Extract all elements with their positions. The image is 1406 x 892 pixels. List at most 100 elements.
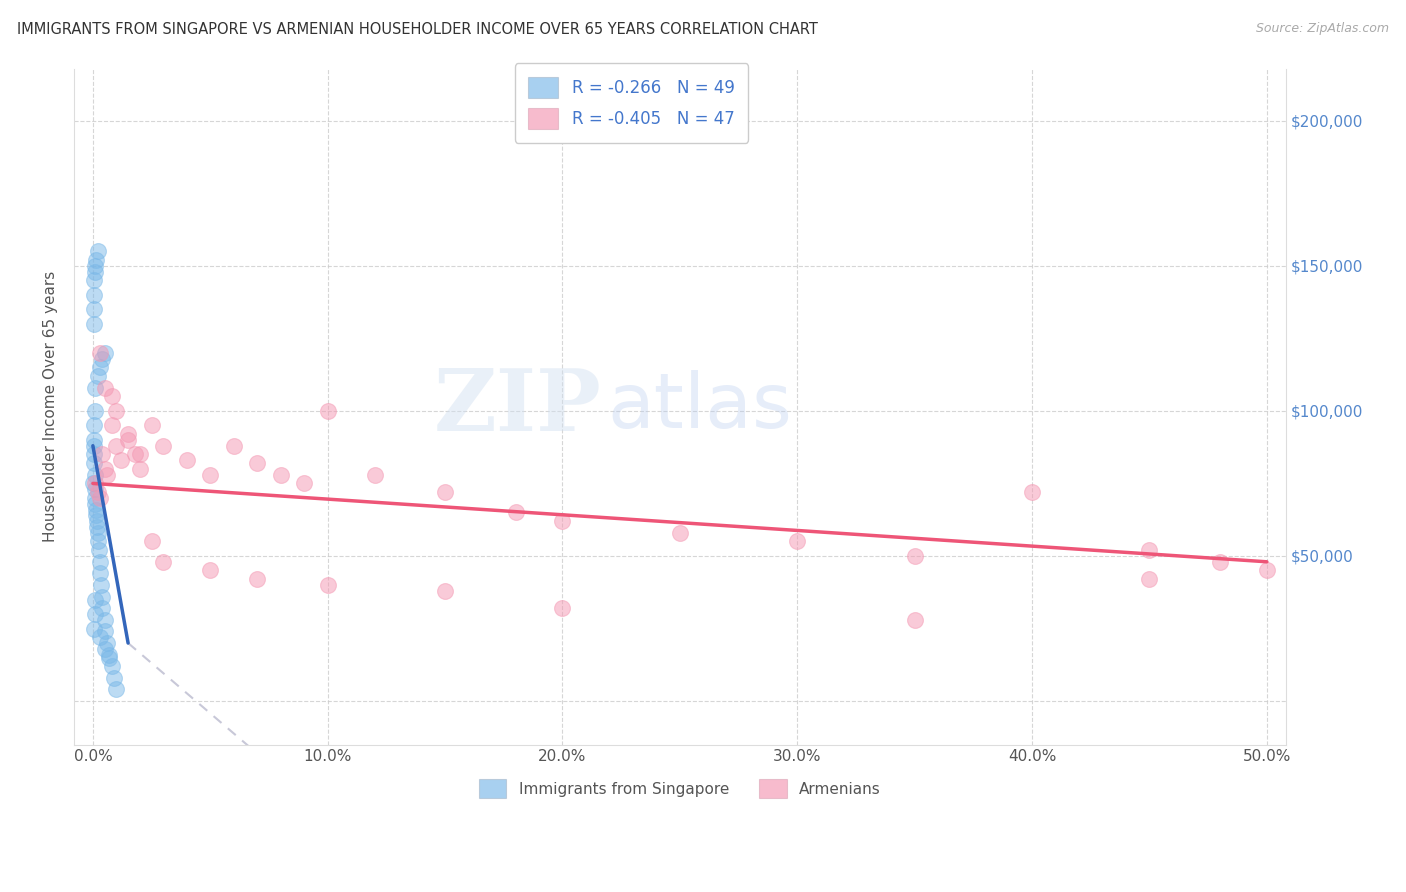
- Point: [96, 636, 118, 650]
- Point: [89, 491, 111, 505]
- Point: [152, 555, 174, 569]
- Point: [83, 592, 105, 607]
- Point: [83, 418, 105, 433]
- Point: [83, 288, 105, 302]
- Point: [87, 534, 110, 549]
- Point: [141, 418, 163, 433]
- Point: [86, 514, 108, 528]
- Point: [93, 624, 115, 639]
- Point: [83, 302, 105, 317]
- Point: [1256, 564, 1278, 578]
- Point: [105, 682, 128, 697]
- Point: [83, 622, 105, 636]
- Point: [141, 534, 163, 549]
- Point: [84, 491, 107, 505]
- Point: [117, 433, 139, 447]
- Point: [83, 467, 105, 482]
- Point: [434, 485, 457, 500]
- Point: [316, 404, 339, 418]
- Point: [100, 659, 122, 673]
- Point: [83, 439, 105, 453]
- Point: [292, 476, 315, 491]
- Point: [110, 453, 132, 467]
- Point: [93, 613, 115, 627]
- Point: [83, 265, 105, 279]
- Point: [86, 253, 108, 268]
- Point: [505, 506, 527, 520]
- Point: [904, 613, 927, 627]
- Point: [904, 549, 927, 563]
- Point: [89, 555, 111, 569]
- Point: [93, 641, 115, 656]
- Point: [100, 389, 122, 403]
- Point: [84, 502, 107, 516]
- Point: [91, 601, 114, 615]
- Point: [86, 485, 108, 500]
- Point: [93, 346, 115, 360]
- Text: IMMIGRANTS FROM SINGAPORE VS ARMENIAN HOUSEHOLDER INCOME OVER 65 YEARS CORRELATI: IMMIGRANTS FROM SINGAPORE VS ARMENIAN HO…: [17, 22, 818, 37]
- Point: [128, 447, 150, 461]
- Point: [1209, 555, 1232, 569]
- Point: [93, 381, 115, 395]
- Point: [128, 462, 150, 476]
- Point: [86, 244, 108, 259]
- Point: [86, 525, 108, 540]
- Point: [105, 404, 128, 418]
- Point: [434, 583, 457, 598]
- Point: [1021, 485, 1043, 500]
- Point: [84, 381, 107, 395]
- Point: [83, 456, 105, 470]
- Text: atlas: atlas: [607, 369, 792, 443]
- Point: [98, 648, 121, 662]
- Point: [152, 439, 174, 453]
- Point: [96, 467, 118, 482]
- Point: [270, 467, 292, 482]
- Point: [89, 630, 111, 644]
- Point: [84, 404, 107, 418]
- Point: [246, 572, 269, 586]
- Point: [91, 351, 114, 366]
- Point: [84, 607, 107, 621]
- Y-axis label: Householder Income Over 65 years: Householder Income Over 65 years: [44, 271, 58, 542]
- Point: [83, 317, 105, 331]
- Point: [83, 433, 105, 447]
- Point: [246, 456, 269, 470]
- Point: [82, 476, 104, 491]
- Point: [83, 447, 105, 461]
- Point: [93, 462, 115, 476]
- Point: [100, 418, 122, 433]
- Point: [124, 447, 146, 461]
- Point: [89, 566, 111, 581]
- Point: [84, 476, 107, 491]
- Point: [86, 520, 108, 534]
- Point: [222, 439, 245, 453]
- Point: [1139, 543, 1161, 558]
- Point: [91, 447, 114, 461]
- Legend: Immigrants from Singapore, Armenians: Immigrants from Singapore, Armenians: [472, 772, 887, 805]
- Point: [91, 590, 114, 604]
- Point: [551, 601, 574, 615]
- Point: [87, 543, 110, 558]
- Point: [83, 273, 105, 287]
- Point: [176, 453, 198, 467]
- Point: [89, 360, 111, 375]
- Point: [89, 346, 111, 360]
- Point: [105, 439, 128, 453]
- Point: [117, 427, 139, 442]
- Point: [363, 467, 385, 482]
- Point: [786, 534, 808, 549]
- Point: [1139, 572, 1161, 586]
- Text: ZIP: ZIP: [433, 365, 602, 449]
- Point: [84, 259, 107, 273]
- Point: [83, 482, 105, 496]
- Point: [84, 508, 107, 523]
- Point: [103, 671, 125, 685]
- Point: [90, 578, 112, 592]
- Point: [316, 578, 339, 592]
- Point: [551, 514, 574, 528]
- Text: Source: ZipAtlas.com: Source: ZipAtlas.com: [1256, 22, 1389, 36]
- Point: [98, 650, 121, 665]
- Point: [200, 564, 222, 578]
- Point: [86, 369, 108, 384]
- Point: [669, 525, 692, 540]
